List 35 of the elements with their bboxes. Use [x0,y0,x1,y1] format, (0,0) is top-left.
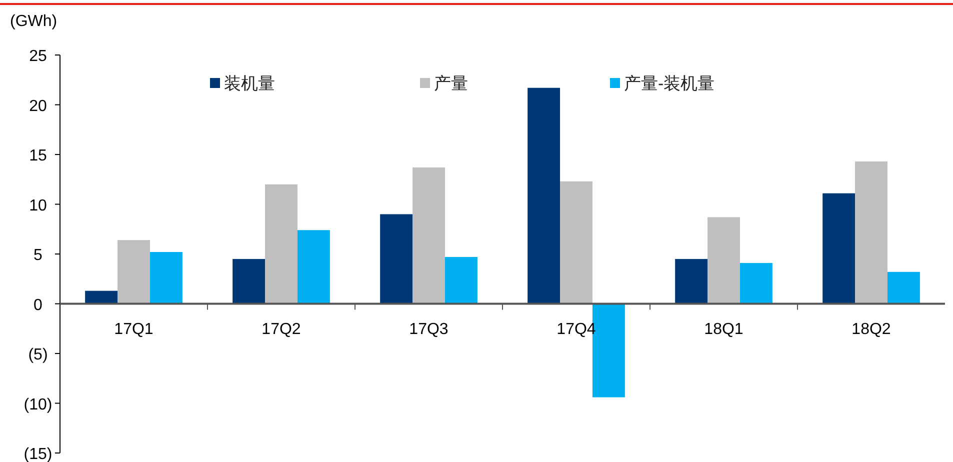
bar [297,230,330,304]
y-tick-label: (15) [24,446,52,462]
bar [740,262,772,304]
bar [528,88,560,304]
bar [85,290,118,304]
y-tick-label: 5 [34,247,43,264]
bar [708,217,740,304]
y-tick-label: 25 [29,48,47,65]
bar [444,256,478,304]
y-tick-label: (10) [24,396,52,414]
bar [560,181,592,304]
legend-label: 装机量 [224,74,275,93]
bar [855,161,888,304]
x-tick-label: 17Q2 [262,320,301,338]
y-tick-label: 15 [29,148,47,164]
bar [380,214,413,304]
x-tick-label: 18Q2 [852,320,891,338]
bar [118,240,150,304]
y-tick-label: 10 [29,197,47,214]
bar [150,252,182,304]
x-tick-label: 18Q1 [704,320,744,338]
x-tick-label: 17Q1 [114,320,154,338]
y-tick-label: (5) [28,346,48,364]
bar [265,184,298,304]
y-axis-title: (GWh) [10,13,58,30]
bar [412,167,445,304]
legend-label: 产量-装机量 [624,74,715,93]
bar [232,258,266,304]
legend-label: 产量 [434,74,468,93]
bar [822,193,856,304]
y-tick-label: 0 [34,296,43,314]
bar [675,258,708,304]
x-tick-label: 17Q3 [409,320,448,338]
bar [887,272,920,304]
y-tick-label: 20 [29,98,47,115]
